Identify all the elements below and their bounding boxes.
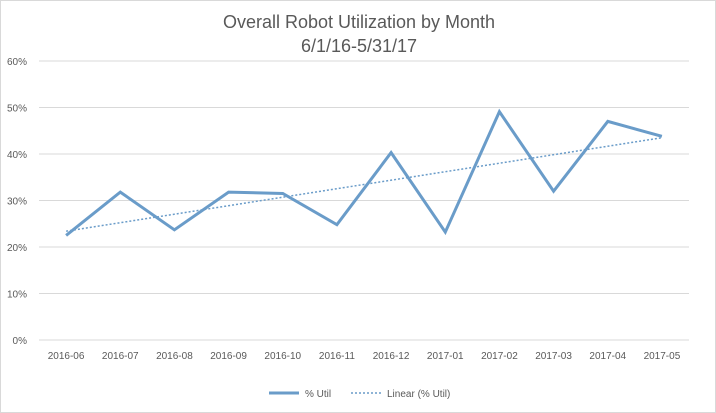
legend-label-trendline: Linear (% Util) — [387, 389, 450, 400]
y-tick-label: 60% — [7, 57, 27, 68]
y-tick-label: 10% — [7, 290, 27, 301]
x-tick-label: 2017-03 — [535, 351, 572, 362]
trendline — [65, 136, 663, 232]
y-tick-label: 30% — [7, 197, 27, 208]
legend-label-util: % Util — [305, 389, 331, 400]
x-tick-label: 2016-07 — [102, 351, 139, 362]
x-tick-label: 2016-09 — [210, 351, 247, 362]
x-tick-label: 2016-06 — [48, 351, 85, 362]
chart-title: Overall Robot Utilization by Month — [222, 12, 496, 32]
x-tick-label: 2017-05 — [644, 351, 681, 362]
y-tick-label: 40% — [7, 150, 27, 161]
y-tick-label: 50% — [7, 104, 27, 115]
x-tick-label: 2016-12 — [373, 351, 410, 362]
x-tick-label: 2017-01 — [427, 351, 464, 362]
series-line-util — [65, 108, 663, 237]
y-tick-label: 0% — [13, 336, 28, 347]
x-tick-label: 2016-10 — [264, 351, 301, 362]
x-tick-label: 2016-08 — [156, 351, 193, 362]
x-tick-label: 2017-02 — [481, 351, 518, 362]
y-tick-label: 20% — [7, 243, 27, 254]
x-tick-label: 2016-11 — [319, 351, 355, 362]
chart-subtitle: 6/1/16-5/31/17 — [300, 36, 418, 56]
x-tick-label: 2017-04 — [589, 351, 626, 362]
